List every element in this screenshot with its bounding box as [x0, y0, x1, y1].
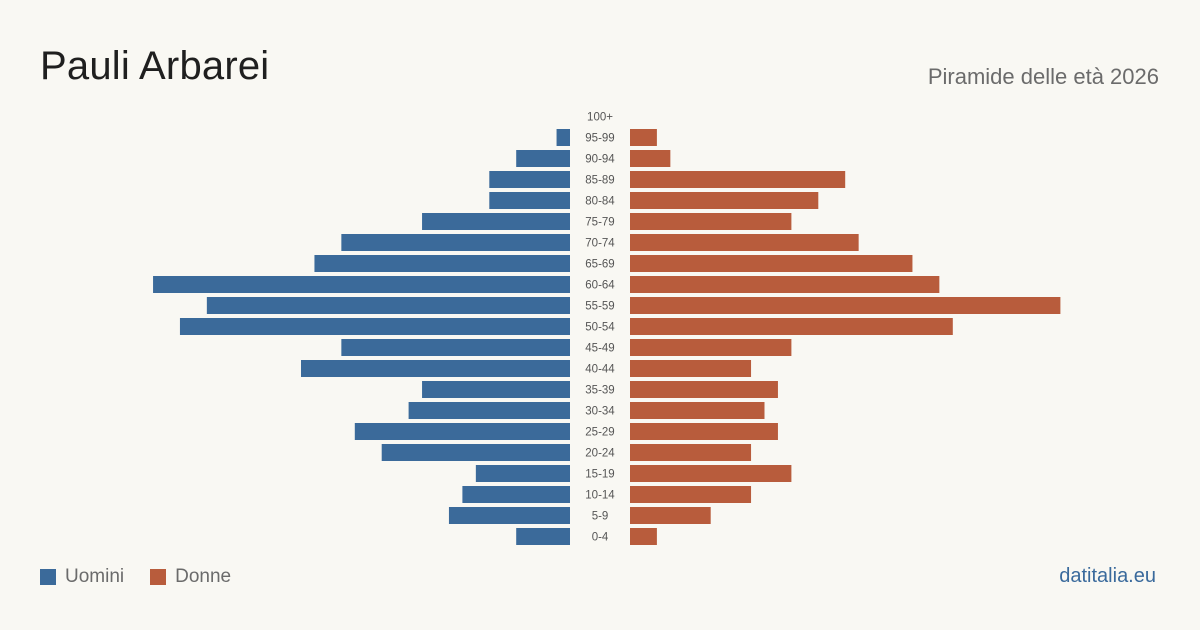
age-label-0-4: 0-4	[592, 532, 609, 544]
bar-women-80-84	[630, 192, 819, 209]
legend-swatch-men	[40, 569, 56, 585]
age-label-60-64: 60-64	[585, 280, 615, 292]
source-link[interactable]: datitalia.eu	[1059, 565, 1156, 587]
age-label-55-59: 55-59	[585, 301, 614, 313]
chart-title: Pauli Arbarei	[40, 44, 270, 88]
bar-men-50-54	[179, 318, 570, 335]
bar-women-25-29	[630, 423, 778, 440]
bar-men-80-84	[489, 192, 570, 209]
age-label-15-19: 15-19	[585, 469, 614, 481]
bar-women-45-49	[630, 339, 792, 356]
bar-men-30-34	[408, 402, 570, 419]
bar-women-5-9	[630, 507, 711, 524]
age-label-75-79: 75-79	[585, 217, 614, 229]
age-label-80-84: 80-84	[585, 196, 615, 208]
bar-men-95-99	[556, 129, 570, 146]
bar-women-40-44	[630, 360, 752, 377]
bar-women-90-94	[630, 150, 671, 167]
bar-women-15-19	[630, 465, 792, 482]
age-label-35-39: 35-39	[585, 385, 614, 397]
bar-women-95-99	[630, 129, 657, 146]
age-label-40-44: 40-44	[585, 364, 615, 376]
bar-women-10-14	[630, 486, 752, 503]
legend-swatch-women	[150, 569, 167, 585]
age-label-100plus: 100+	[587, 112, 613, 124]
bar-men-60-64	[153, 276, 571, 293]
men-bars	[153, 129, 571, 545]
age-label-30-34: 30-34	[585, 406, 615, 418]
chart-subtitle: Piramide delle età 2026	[927, 64, 1159, 89]
age-label-45-49: 45-49	[585, 343, 614, 355]
bar-women-85-89	[630, 171, 846, 188]
bar-women-65-69	[630, 255, 913, 272]
bar-men-15-19	[475, 465, 570, 482]
age-label-85-89: 85-89	[585, 175, 614, 187]
bar-women-60-64	[630, 276, 940, 293]
bar-women-30-34	[630, 402, 765, 419]
women-bars	[630, 129, 1061, 545]
bar-women-75-79	[630, 213, 792, 230]
bar-men-85-89	[489, 171, 570, 188]
bar-men-0-4	[516, 528, 570, 545]
legend-label-men: Uomini	[65, 566, 125, 587]
bar-men-20-24	[381, 444, 570, 461]
legend-item-women: Donne	[150, 566, 231, 588]
bar-men-25-29	[354, 423, 570, 440]
bar-men-45-49	[341, 339, 570, 356]
age-label-90-94: 90-94	[585, 154, 615, 166]
legend-item-men: Uomini	[40, 566, 124, 588]
age-label-70-74: 70-74	[585, 238, 615, 250]
age-label-20-24: 20-24	[585, 448, 615, 460]
bar-women-20-24	[630, 444, 752, 461]
bar-men-70-74	[341, 234, 570, 251]
bar-women-55-59	[630, 297, 1061, 314]
age-label-95-99: 95-99	[585, 133, 614, 145]
bar-men-5-9	[448, 507, 570, 524]
age-label-10-14: 10-14	[585, 490, 615, 502]
age-label-65-69: 65-69	[585, 259, 614, 271]
legend: Uomini Donne	[40, 566, 257, 588]
age-labels: 100+ 95-99 90-94 85-89 80-84 75-79 70-74 65-69 6…	[585, 112, 615, 544]
age-label-5-9: 5-9	[592, 511, 609, 523]
bar-men-35-39	[422, 381, 570, 398]
bar-women-0-4	[630, 528, 657, 545]
bar-women-70-74	[630, 234, 859, 251]
age-label-50-54: 50-54	[585, 322, 615, 334]
bar-men-90-94	[516, 150, 570, 167]
bar-men-40-44	[301, 360, 570, 377]
bar-women-50-54	[630, 318, 953, 335]
bar-women-35-39	[630, 381, 778, 398]
legend-label-women: Donne	[175, 566, 232, 587]
bar-men-10-14	[462, 486, 570, 503]
bar-men-65-69	[314, 255, 570, 272]
bar-men-75-79	[422, 213, 570, 230]
age-label-25-29: 25-29	[585, 427, 614, 439]
bar-men-55-59	[206, 297, 570, 314]
